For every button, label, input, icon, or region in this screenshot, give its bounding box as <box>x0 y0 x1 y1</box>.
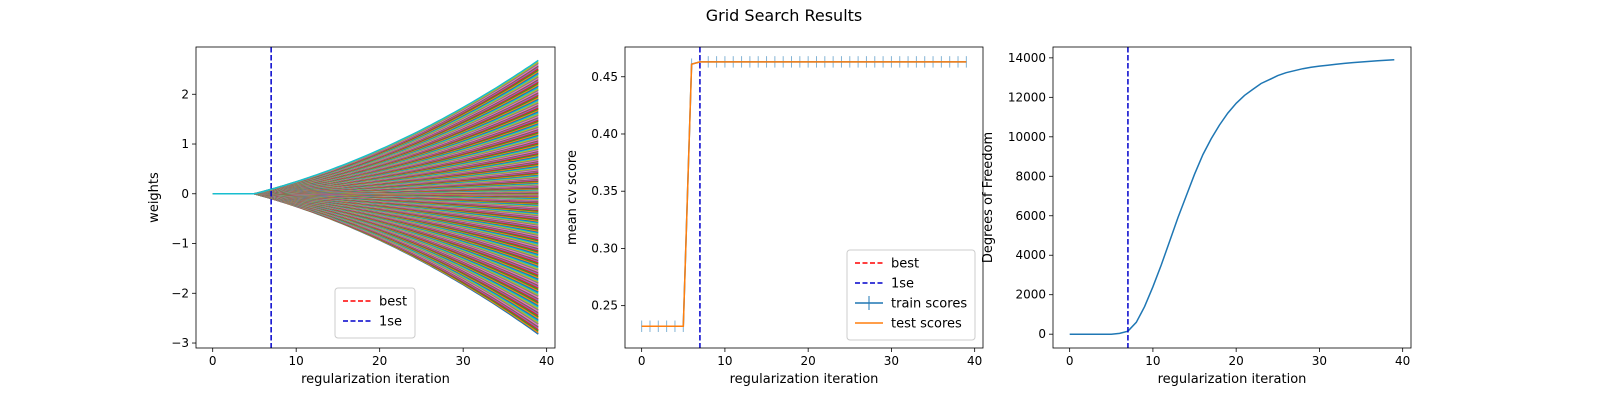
y-tick-label: 2 <box>181 87 189 101</box>
chart-panel-1: 0 10 20 30 40 −3 −2 −1 0 1 2 regularization iterati… <box>147 46 556 387</box>
chart-panel-2: 0 10 20 30 40 0.25 0.30 0.35 0.40 0.45 regularizat… <box>565 46 984 387</box>
legend-label-test-scores: test scores <box>891 317 962 332</box>
y-axis-label: Degrees of Freedom <box>981 132 996 263</box>
x-axis-label: regularization iteration <box>1158 372 1307 387</box>
y-tick-label: 0.40 <box>591 127 618 141</box>
legend-box <box>846 249 976 341</box>
plot-area <box>641 47 967 348</box>
x-tick-label: 10 <box>717 354 732 368</box>
x-tick-label: 20 <box>801 354 816 368</box>
y-tick-label: 0.45 <box>591 70 618 84</box>
x-tick-label: 30 <box>884 354 899 368</box>
y-tick-label: 10000 <box>1008 130 1046 144</box>
x-tick-label: 30 <box>456 354 471 368</box>
legend-label-best: best <box>891 257 919 272</box>
x-tick-label: 0 <box>209 354 217 368</box>
axes-frame <box>624 46 984 349</box>
y-tick-label: 12000 <box>1008 90 1046 104</box>
chart-panel-3: 0 10 20 30 40 0 2000 4000 6000 8000 10000 12000 1400… <box>981 46 1412 387</box>
y-tick-label: −3 <box>171 336 189 350</box>
x-tick-label: 0 <box>638 354 646 368</box>
x-tick-label: 30 <box>1312 354 1327 368</box>
legend-label-1se: 1se <box>891 277 914 292</box>
x-tick-label: 40 <box>1395 354 1410 368</box>
y-tick-label: 0.35 <box>591 184 618 198</box>
y-tick-label: 0.30 <box>591 241 618 255</box>
x-tick-label: 10 <box>289 354 304 368</box>
y-axis-label: weights <box>147 172 162 223</box>
y-tick-label: 0.25 <box>591 299 618 313</box>
x-tick-label: 20 <box>372 354 387 368</box>
x-axis-label: regularization iteration <box>301 372 450 387</box>
legend: best 1se <box>334 287 416 339</box>
x-tick-label: 40 <box>539 354 554 368</box>
legend-label-1se: 1se <box>379 315 402 330</box>
y-tick-label: 1 <box>181 137 189 151</box>
plot-area <box>212 47 539 348</box>
figure-title: Grid Search Results <box>706 6 863 25</box>
y-tick-label: 14000 <box>1008 51 1046 65</box>
y-axis-label: mean cv score <box>565 150 580 245</box>
y-tick-label: 6000 <box>1015 209 1046 223</box>
x-tick-label: 10 <box>1145 354 1160 368</box>
y-tick-label: 2000 <box>1015 288 1046 302</box>
y-tick-label: 4000 <box>1015 248 1046 262</box>
y-tick-label: 8000 <box>1015 169 1046 183</box>
axes-frame <box>195 46 556 349</box>
test-scores-line <box>641 61 967 328</box>
weight-path <box>212 59 539 195</box>
x-tick-label: 0 <box>1066 354 1074 368</box>
y-tick-label: 0 <box>1038 327 1046 341</box>
x-axis-label: regularization iteration <box>730 372 879 387</box>
dof-line <box>1069 59 1395 335</box>
y-tick-label: 0 <box>181 187 189 201</box>
legend-label-train-scores: train scores <box>891 297 967 312</box>
legend: best 1se train scores test scores <box>846 249 976 341</box>
plot-area <box>1069 47 1395 348</box>
y-tick-label: −1 <box>171 237 189 251</box>
axes-frame <box>1052 46 1412 349</box>
x-tick-label: 20 <box>1229 354 1244 368</box>
y-tick-label: −2 <box>171 286 189 300</box>
legend-label-best: best <box>379 295 407 310</box>
x-tick-label: 40 <box>967 354 982 368</box>
